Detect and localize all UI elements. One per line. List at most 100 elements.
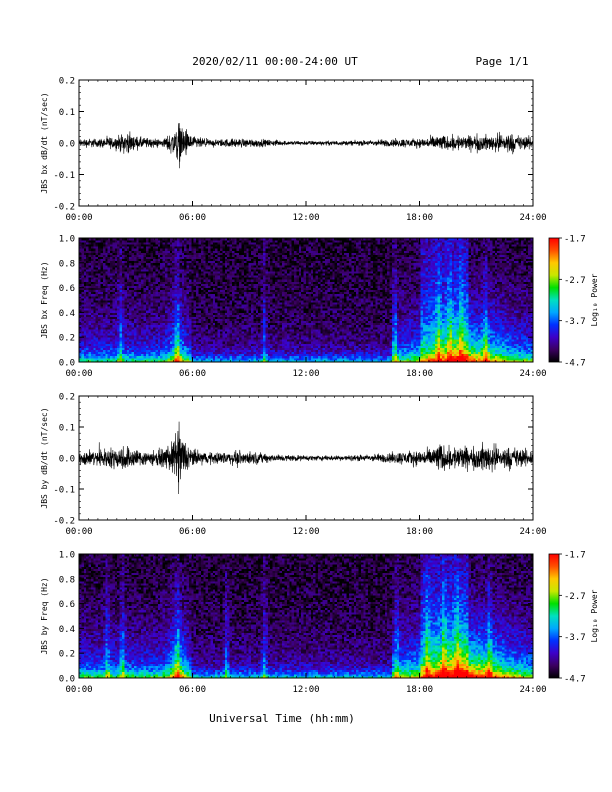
spectrogram-cell: [81, 271, 85, 274]
spectrogram-cell: [93, 331, 97, 334]
spectrogram-cell: [102, 291, 106, 295]
spectrogram-cell: [145, 300, 149, 303]
spectrogram-cell: [157, 359, 161, 363]
spectrogram-cell: [150, 248, 154, 251]
spectrogram-cell: [136, 306, 140, 309]
spectrogram-cell: [100, 266, 104, 270]
spectrogram-cell: [100, 279, 104, 282]
spectrogram-cell: [88, 275, 92, 278]
spectrogram-cell: [133, 238, 137, 241]
spectrogram-cell: [157, 328, 161, 332]
spectrogram-cell: [98, 304, 101, 307]
spectrogram-cell: [93, 262, 97, 266]
spectrogram-cell: [107, 258, 111, 262]
spectrogram-cell: [153, 328, 156, 332]
spectrogram-cell: [150, 331, 154, 334]
spectrogram-cell: [119, 316, 123, 319]
spectrogram-cell: [83, 339, 87, 342]
spectrogram-cell: [95, 359, 99, 363]
spectrogram-cell: [107, 318, 111, 322]
spectrogram-cell: [98, 254, 101, 257]
spectrogram-cell: [133, 240, 137, 243]
spectrogram-cell: [105, 316, 109, 319]
spectrogram-cell: [95, 260, 99, 264]
spectrogram-cell: [129, 277, 132, 280]
spectrogram-cell: [138, 359, 142, 363]
spectrogram-cell: [79, 335, 82, 338]
spectrogram-cell: [150, 339, 154, 342]
spectrogram-cell: [167, 322, 171, 326]
spectrogram-cell: [165, 314, 168, 317]
spectrogram-cell: [126, 314, 130, 317]
spectrogram-cell: [162, 291, 166, 295]
x-tick-label: 24:00: [519, 213, 546, 223]
spectrogram-cell: [138, 345, 142, 348]
spectrogram-cell: [90, 269, 94, 272]
spectrogram-cell: [143, 326, 147, 330]
spectrogram-cell: [107, 300, 111, 303]
spectrogram-cell: [155, 306, 159, 309]
spectrogram-cell: [114, 312, 118, 315]
spectrogram-cell: [114, 349, 118, 353]
spectrogram-cell: [165, 287, 168, 291]
spectrogram-cell: [88, 310, 92, 313]
spectrogram-cell: [79, 279, 82, 282]
spectrogram-cell: [133, 308, 137, 311]
spectrogram-cell: [145, 281, 149, 284]
spectrogram-cell: [90, 310, 94, 313]
spectrogram-cell: [141, 252, 144, 255]
spectrogram-cell: [110, 262, 113, 266]
spectrogram-cell: [126, 357, 130, 361]
spectrogram-cell: [83, 337, 87, 340]
spectrogram-cell: [112, 262, 116, 266]
spectrogram-cell: [88, 297, 92, 301]
spectrogram-cell: [138, 306, 142, 309]
spectrogram-cell: [114, 258, 118, 262]
spectrogram-cell: [124, 244, 128, 247]
spectrogram-cell: [150, 252, 154, 255]
spectrogram-cell: [157, 244, 161, 247]
spectrogram-cell: [145, 353, 149, 357]
spectrogram-cell: [98, 269, 101, 272]
spectrogram-cell: [98, 256, 101, 260]
spectrogram-cell: [102, 331, 106, 334]
spectrogram-cell: [90, 242, 94, 245]
spectrogram-cell: [105, 355, 109, 359]
spectrogram-cell: [86, 306, 89, 309]
spectrogram-cell: [112, 331, 116, 334]
spectrogram-cell: [148, 302, 152, 305]
spectrogram-cell: [138, 285, 142, 288]
spectrogram-cell: [145, 242, 149, 245]
spectrogram-cell: [138, 252, 142, 255]
spectrogram-cell: [119, 273, 123, 276]
spectrogram-cell: [131, 345, 135, 348]
spectrogram-cell: [122, 240, 125, 243]
spectrogram-cell: [160, 326, 164, 330]
spectrogram-cell: [79, 322, 82, 326]
spectrogram-cell: [98, 302, 101, 305]
y-axis-label: JBS bx dB/dt (nT/sec): [40, 92, 49, 193]
spectrogram-cell: [98, 285, 101, 288]
spectrogram-cell: [131, 337, 135, 340]
spectrogram-cell: [107, 326, 111, 330]
spectrogram-cell: [165, 349, 168, 353]
spectrogram-cell: [110, 246, 113, 249]
spectrogram-cell: [88, 355, 92, 359]
series-line: [78, 123, 534, 169]
spectrogram-cell: [114, 306, 118, 309]
spectrogram-cell: [133, 248, 137, 251]
spectrogram-cell: [81, 347, 85, 350]
spectrogram-cell: [160, 287, 164, 291]
spectrogram-cell: [105, 320, 109, 324]
spectrogram-cell: [110, 306, 113, 309]
spectrogram-cell: [110, 324, 113, 328]
spectrogram-cell: [150, 312, 154, 315]
spectrogram-cell: [83, 250, 87, 253]
spectrogram-cell: [83, 293, 87, 297]
spectrogram-cell: [110, 293, 113, 297]
spectrogram-cell: [95, 312, 99, 315]
spectrogram-cell: [141, 314, 144, 317]
spectrogram-cell: [90, 353, 94, 357]
spectrogram-cell: [90, 357, 94, 361]
spectrogram-cell: [138, 289, 142, 293]
